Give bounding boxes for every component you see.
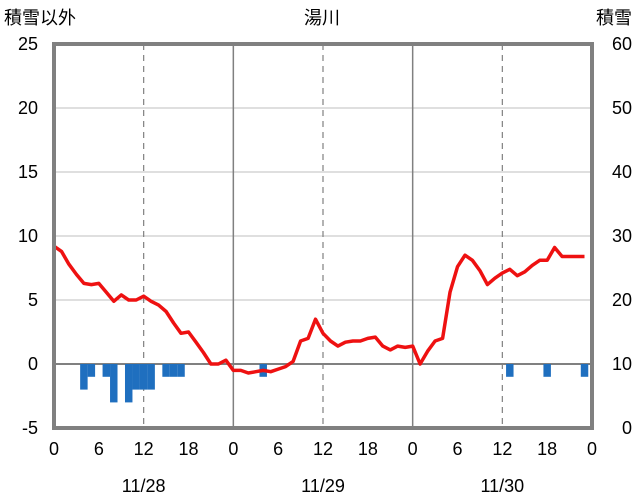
right-tick-label: 50	[612, 98, 632, 118]
grid-lines	[54, 44, 592, 428]
right-tick-label: 10	[612, 354, 632, 374]
right-tick-label: 0	[622, 418, 632, 438]
x-tick-label: 6	[273, 439, 283, 459]
precip-bar	[110, 364, 118, 403]
left-axis-label: 積雪以外	[4, 8, 76, 28]
date-label: 11/28	[122, 476, 166, 496]
x-tick-label: 0	[587, 439, 597, 459]
precip-bar	[132, 364, 140, 390]
left-tick-label: 0	[28, 354, 38, 374]
x-tick-label: 6	[94, 439, 104, 459]
x-tick-label: 6	[452, 439, 462, 459]
left-tick-label: 20	[18, 98, 38, 118]
plot-frame	[52, 42, 594, 430]
precip-bar	[147, 364, 155, 390]
chart-title: 湯川	[304, 8, 340, 28]
precip-bar	[87, 364, 96, 377]
precip-bar	[580, 364, 589, 377]
precip-bar	[169, 364, 178, 377]
right-tick-label: 20	[612, 290, 632, 310]
right-tick-label: 30	[612, 226, 632, 246]
left-tick-label: 5	[28, 290, 38, 310]
precip-bar	[124, 364, 133, 403]
x-tick-label: 18	[358, 439, 378, 459]
plot-border	[52, 42, 594, 430]
precip-bar	[543, 364, 551, 377]
x-tick-label: 0	[408, 439, 418, 459]
x-tick-label: 12	[492, 439, 512, 459]
date-label: 11/30	[480, 476, 524, 496]
x-tick-label: 0	[49, 439, 59, 459]
right-axis-label: 積雪	[596, 8, 632, 28]
x-tick-label: 0	[228, 439, 238, 459]
precip-bar	[506, 364, 514, 377]
x-tick-label: 18	[537, 439, 557, 459]
temperature-line	[53, 244, 585, 375]
precip-bar	[177, 364, 185, 377]
x-tick-label: 18	[178, 439, 198, 459]
precip-bar	[80, 364, 88, 390]
bar-series	[80, 364, 589, 403]
precip-bar	[139, 364, 148, 390]
left-tick-label: 15	[18, 162, 38, 182]
x-tick-label: 12	[313, 439, 333, 459]
left-tick-label: 25	[18, 34, 38, 54]
precip-bar	[102, 364, 111, 377]
left-tick-label: -5	[22, 418, 38, 438]
left-tick-label: 10	[18, 226, 38, 246]
x-tick-label: 12	[134, 439, 154, 459]
right-tick-label: 40	[612, 162, 632, 182]
date-label: 11/29	[301, 476, 345, 496]
right-tick-label: 60	[612, 34, 632, 54]
precip-bar	[162, 364, 170, 377]
